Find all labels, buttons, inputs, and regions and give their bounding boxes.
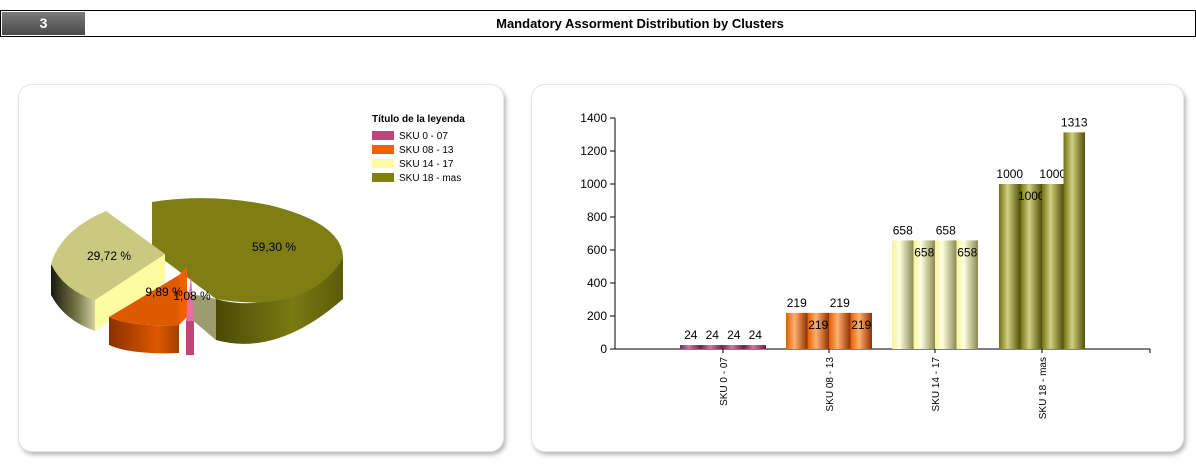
pie-chart: 59,30 % 29,72 % 9,89 % 1,08 % Título de … [51,114,465,355]
bar-value-label: 219 [787,296,807,310]
report-title: Mandatory Assorment Distribution by Clus… [496,16,784,31]
bar-value-label: 24 [749,328,763,342]
y-tick-label: 0 [600,342,607,356]
pie-slice-sku-0-07 [186,275,194,355]
bar-value-label: 1000 [1039,167,1066,181]
legend-label-sku-14-17: SKU 14 - 17 [399,159,454,170]
pie-legend: Título de la leyenda SKU 0 - 07 SKU 08 -… [372,114,465,184]
y-tick-label: 800 [587,210,607,224]
bar-value-label: 1313 [1061,115,1088,129]
bar-0-1 [701,345,723,349]
bar-value-label: 24 [684,328,698,342]
y-tick-label: 600 [587,243,607,257]
report-header: 3 Mandatory Assorment Distribution by Cl… [0,10,1196,37]
pie-label-sku-08-13: 9,89 % [145,285,183,299]
bar-chart-panel: 0 200 400 600 800 1000 1200 1400 24 24 24 24 SKU 0 -… [531,84,1184,452]
x-category-label: SKU 18 - mas [1038,357,1049,419]
legend-swatch-sku-18-mas [372,173,394,182]
bar-chart: 0 200 400 600 800 1000 1200 1400 24 24 24 24 SKU 0 -… [580,111,1151,419]
x-category-label: SKU 0 - 07 [719,357,730,406]
legend-title: Título de la leyenda [372,114,465,125]
bar-3-3 [1063,132,1085,349]
bar-value-label: 24 [727,328,741,342]
pie-chart-panel: 59,30 % 29,72 % 9,89 % 1,08 % Título de … [18,84,504,452]
bar-2-2 [935,240,957,349]
bar-plot-area: 0 200 400 600 800 1000 1200 1400 24 24 24 24 SKU 0 -… [580,111,1151,419]
section-number: 3 [2,12,85,35]
legend-label-sku-18-mas: SKU 18 - mas [399,173,461,184]
bar-3-0 [999,184,1021,349]
bar-value-label: 219 [808,318,828,332]
bar-2-0 [892,240,914,349]
y-tick-label: 400 [587,276,607,290]
bar-value-label: 24 [706,328,720,342]
bar-value-label: 658 [914,245,934,259]
bar-0-0 [680,345,702,349]
bar-value-label: 658 [936,223,956,237]
x-category-label: SKU 08 - 13 [825,357,836,412]
bar-0-2 [723,345,745,349]
bar-2-3 [956,240,978,349]
bar-3-1 [1020,184,1042,349]
pie-label-sku-18-mas: 59,30 % [252,240,296,254]
y-tick-label: 1000 [580,177,607,191]
bar-1-2 [829,312,851,349]
bar-value-label: 658 [957,245,977,259]
bar-value-label: 219 [830,296,850,310]
bar-value-label: 658 [893,223,913,237]
bar-1-3 [850,312,872,349]
bar-1-1 [807,312,829,349]
legend-swatch-sku-08-13 [372,145,394,154]
legend-label-sku-08-13: SKU 08 - 13 [399,145,454,156]
bar-3-2 [1042,184,1064,349]
bar-value-label: 1000 [996,167,1023,181]
y-tick-label: 200 [587,309,607,323]
y-tick-label: 1200 [580,144,607,158]
bar-value-label: 1000 [1018,189,1045,203]
pie-label-sku-14-17: 29,72 % [87,249,131,263]
legend-swatch-sku-14-17 [372,159,394,168]
bar-0-3 [744,345,766,349]
legend-label-sku-0-07: SKU 0 - 07 [399,131,448,142]
bar-2-1 [913,240,935,349]
bar-1-0 [786,312,808,349]
legend-swatch-sku-0-07 [372,131,394,140]
pie-label-sku-0-07: 1,08 % [173,289,211,303]
bar-value-label: 219 [851,318,871,332]
pie-slice-sku-14-17 [51,211,165,331]
x-category-label: SKU 14 - 17 [931,357,942,412]
pie-slice-sku-08-13 [109,267,187,354]
y-tick-label: 1400 [580,111,607,125]
